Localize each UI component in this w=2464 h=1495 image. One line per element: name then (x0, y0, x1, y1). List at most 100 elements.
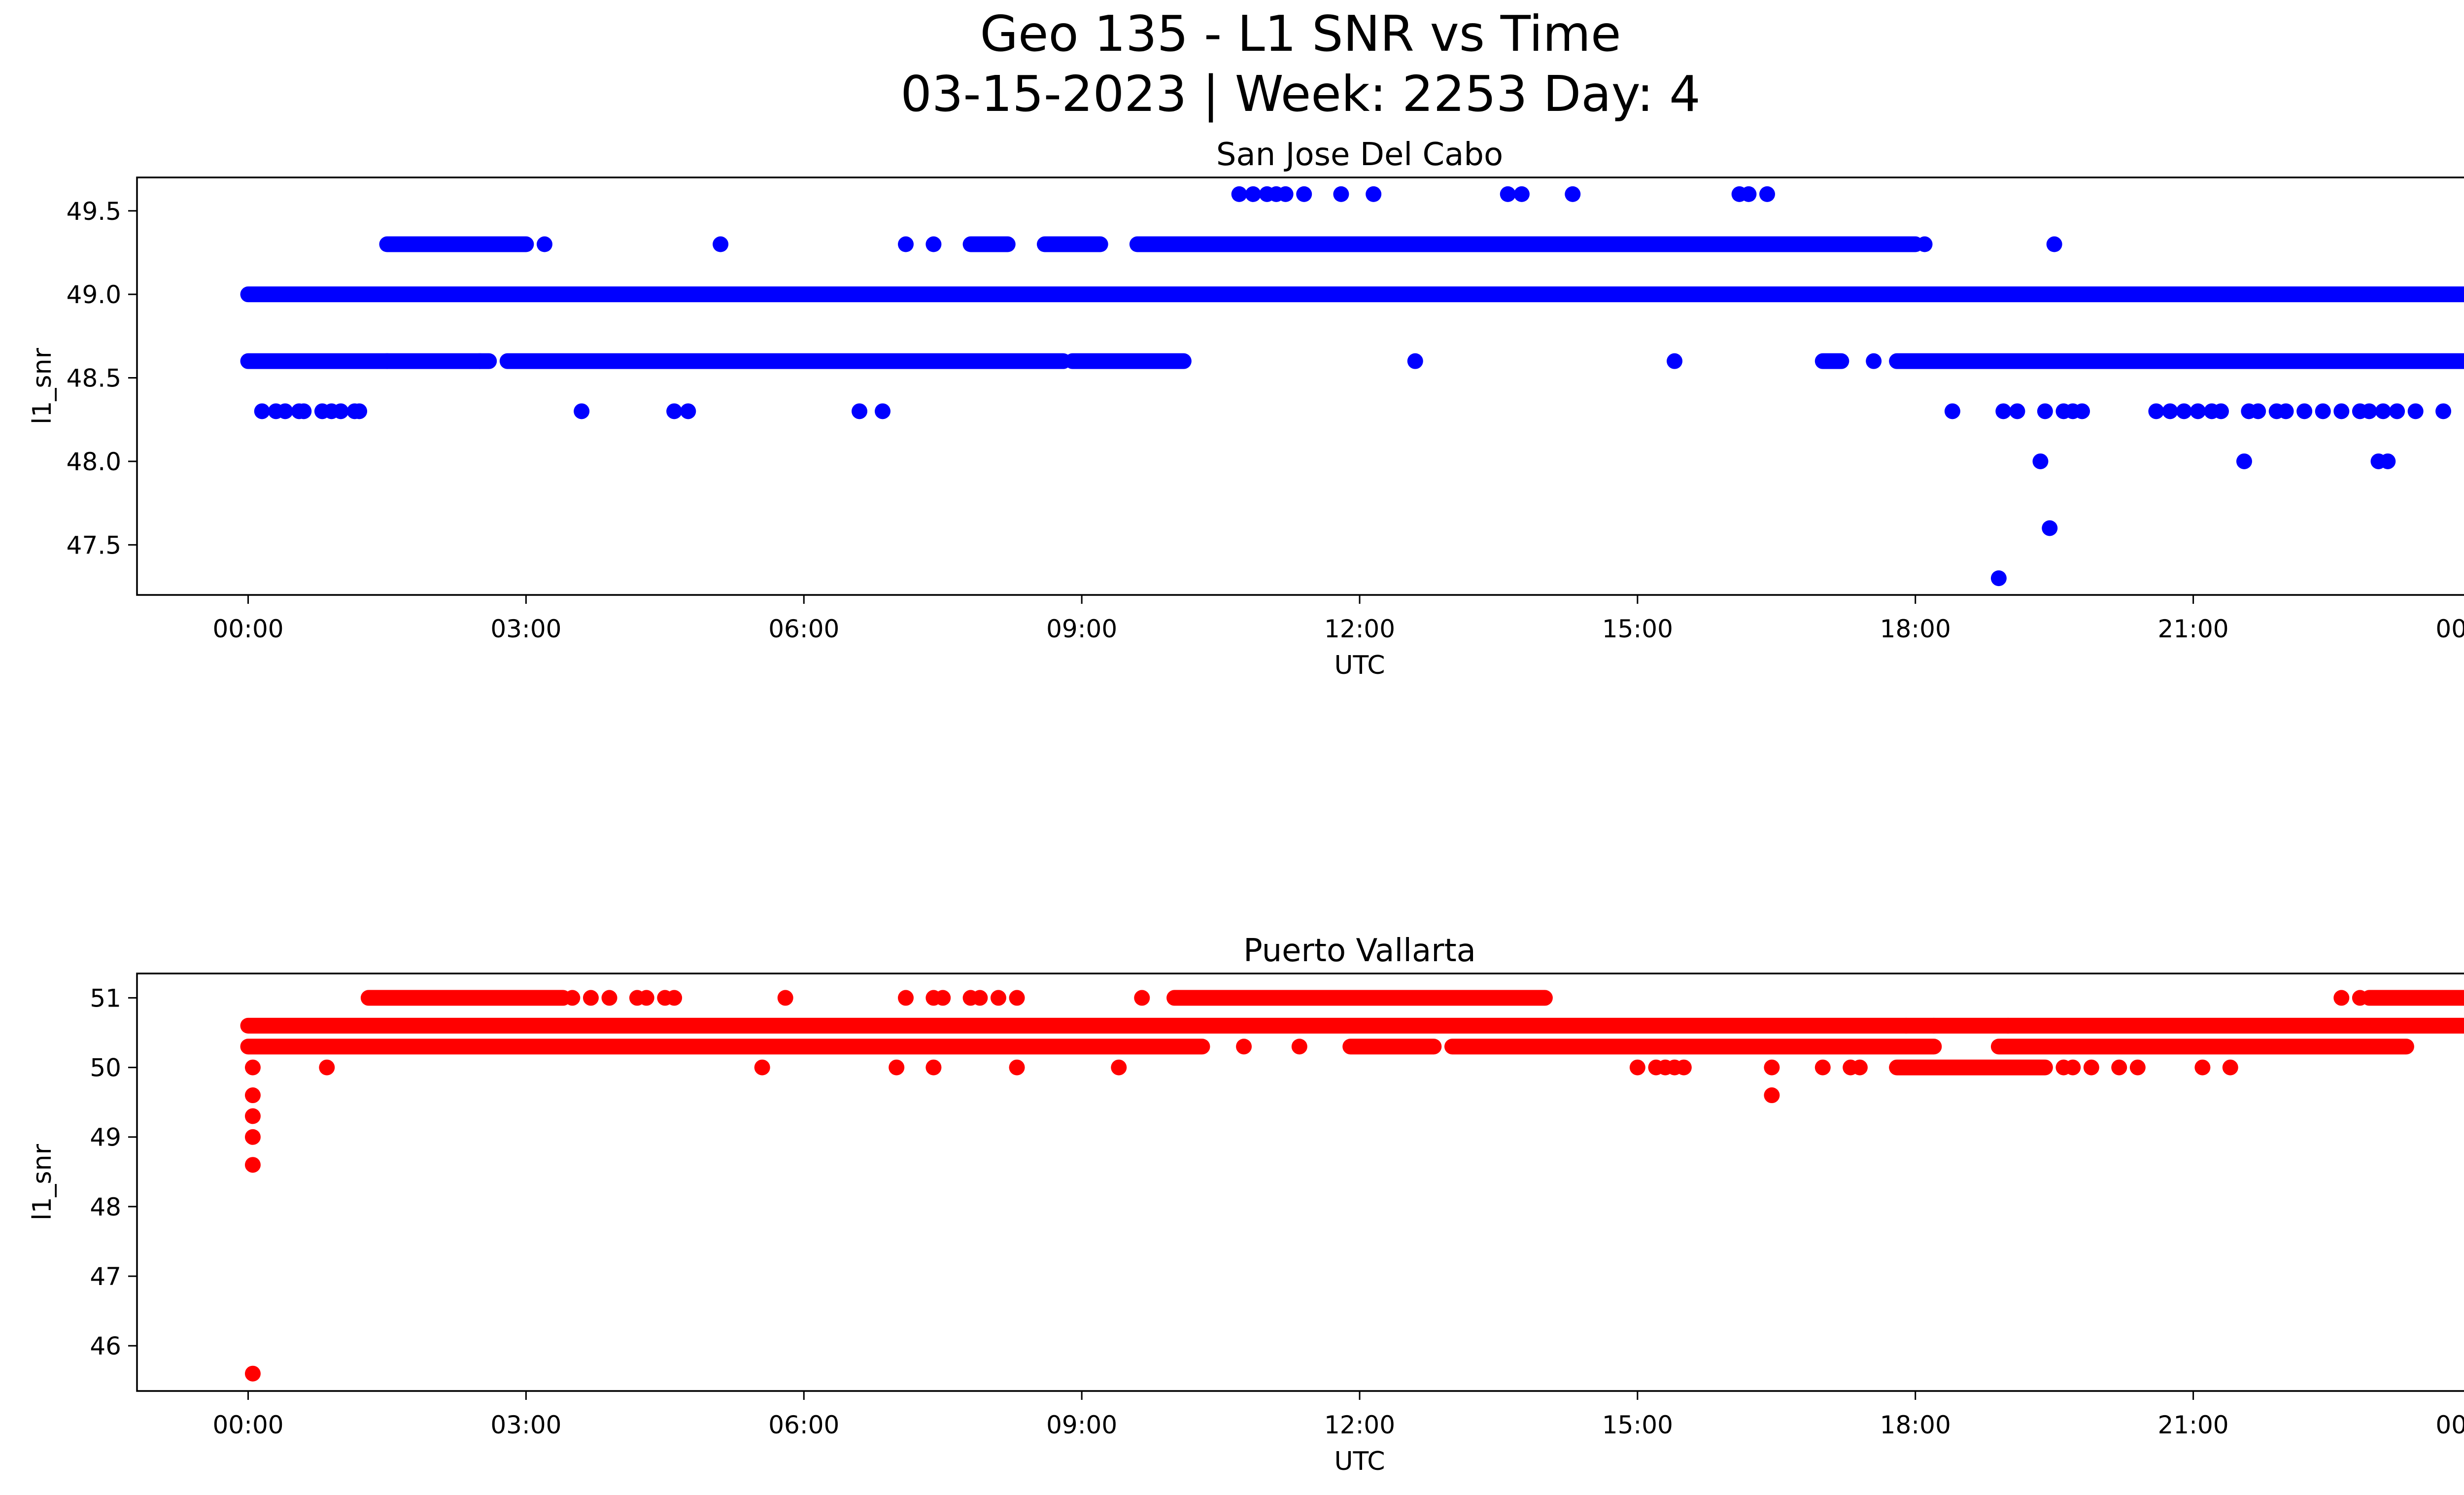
y-tick-label: 48.5 (67, 364, 121, 393)
x-tick-label: 18:00 (1880, 615, 1951, 643)
x-axis-label: UTC (1334, 651, 1385, 680)
data-point (2236, 453, 2252, 469)
data-point (351, 403, 368, 419)
data-point (2352, 990, 2368, 1006)
data-point (1291, 1039, 1307, 1055)
data-point (1851, 1059, 1868, 1076)
data-point (2042, 520, 2058, 536)
figure-title-line1: Geo 135 - L1 SNR vs Time (980, 5, 1621, 63)
x-tick-label: 06:00 (768, 615, 839, 643)
data-point (1866, 353, 1882, 369)
data-point (2194, 1059, 2211, 1076)
data-point (244, 1108, 261, 1124)
data-point (1407, 353, 1423, 369)
data-point (1898, 1017, 1914, 1034)
data-point (244, 1087, 261, 1104)
data-point (1759, 186, 1775, 202)
x-tick-label: 03:00 (490, 1411, 561, 1439)
data-point (1134, 990, 1150, 1006)
data-point (898, 990, 914, 1006)
data-point (277, 403, 293, 419)
data-point (2148, 403, 2164, 419)
x-tick-label: 03:00 (490, 615, 561, 643)
data-point (713, 236, 729, 252)
data-point (319, 1059, 335, 1076)
data-point (1245, 186, 1261, 202)
data-point (2435, 403, 2452, 419)
data-point (1009, 1059, 1025, 1076)
data-point (1944, 403, 1960, 419)
data-point (2065, 1059, 2081, 1076)
data-point (1995, 403, 2012, 419)
x-tick-label: 21:00 (2158, 615, 2229, 643)
subplot-title: Puerto Vallarta (1243, 933, 1476, 969)
data-point (666, 990, 683, 1006)
data-point (582, 990, 599, 1006)
x-tick-label: 00:00 (212, 615, 283, 643)
data-point (244, 1129, 261, 1145)
data-point (1366, 186, 1382, 202)
data-point (680, 403, 696, 419)
data-point (2250, 403, 2266, 419)
x-tick-label: 00:00 (2435, 615, 2464, 643)
data-point (925, 236, 942, 252)
data-point (2222, 1059, 2238, 1076)
plot-frame (136, 973, 2464, 1392)
data-point (1764, 1087, 1780, 1104)
data-point (638, 990, 654, 1006)
data-series (240, 990, 2464, 1382)
chart-panel-san-jose-del-cabo: San Jose Del Cabo 00:00 03:00 06:00 09:00 12:… (28, 137, 2464, 680)
data-point (2315, 403, 2331, 419)
data-point (1296, 186, 1312, 202)
y-tick-label: 47 (90, 1262, 121, 1291)
data-point (1926, 1017, 1942, 1034)
data-point (2046, 236, 2062, 252)
data-point (2407, 403, 2424, 419)
data-point (2278, 403, 2294, 419)
data-point (1565, 186, 1581, 202)
x-tick-label: 09:00 (1046, 615, 1117, 643)
data-point (333, 403, 349, 419)
data-point (2213, 403, 2229, 419)
data-point (244, 1157, 261, 1173)
x-tick-label: 00:00 (212, 1411, 283, 1439)
x-tick-label: 15:00 (1602, 1411, 1673, 1439)
data-point (898, 236, 914, 252)
data-point (2162, 403, 2178, 419)
x-tick-label: 12:00 (1324, 615, 1395, 643)
data-point (574, 403, 590, 419)
data-point (1990, 570, 2007, 587)
data-point (925, 1059, 942, 1076)
y-tick-label: 48.0 (67, 448, 121, 476)
data-point (1333, 186, 1349, 202)
x-tick-label: 18:00 (1880, 1411, 1951, 1439)
data-point (2375, 403, 2391, 419)
data-point (1916, 236, 1933, 252)
data-point (852, 403, 868, 419)
data-point (990, 990, 1006, 1006)
data-point (1764, 1059, 1780, 1076)
x-tick-label: 21:00 (2158, 1411, 2229, 1439)
data-point (2083, 1059, 2099, 1076)
data-point (2389, 403, 2405, 419)
data-point (244, 1059, 261, 1076)
data-point (1667, 353, 1683, 369)
y-tick-label: 51 (90, 984, 121, 1012)
data-point (1629, 1059, 1645, 1076)
data-point (2296, 403, 2313, 419)
data-point (1814, 1059, 1831, 1076)
data-point (935, 990, 951, 1006)
y-tick-label: 49 (90, 1123, 121, 1152)
data-point (2000, 1017, 2016, 1034)
x-tick-label: 00:00 (2435, 1411, 2464, 1439)
data-point (972, 990, 988, 1006)
data-point (666, 403, 683, 419)
data-point (2129, 1059, 2146, 1076)
y-tick-label: 50 (90, 1054, 121, 1082)
data-point (754, 1059, 770, 1076)
data-point (2333, 990, 2350, 1006)
data-point (2176, 403, 2192, 419)
data-point (2111, 1059, 2127, 1076)
data-point (254, 403, 270, 419)
data-point (2190, 403, 2206, 419)
